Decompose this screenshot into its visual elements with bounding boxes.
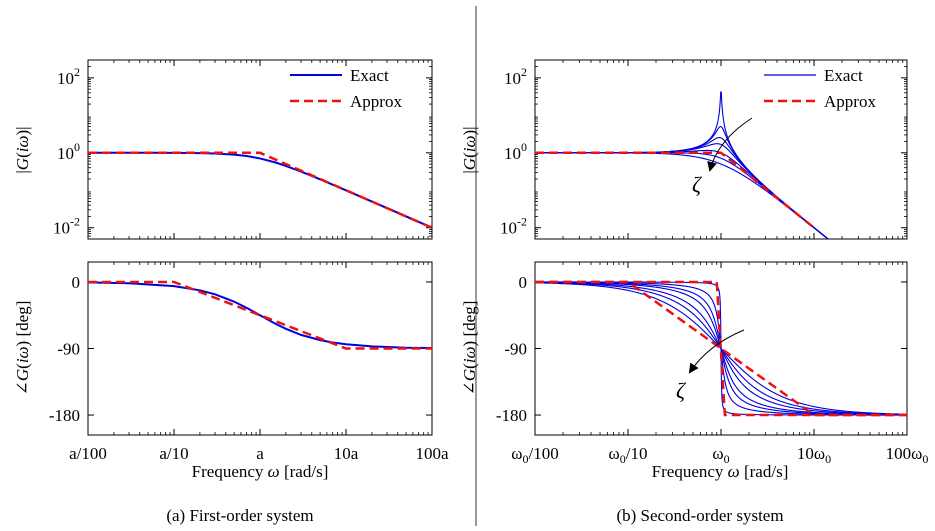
legend-label-approx: Approx <box>350 92 402 111</box>
series-exact-zeta <box>535 91 829 239</box>
panel-first-order: 10-2 100 102 |G(iω)| Exact Approx 0 -90 -180… <box>13 59 449 525</box>
y-tick-label: 100 <box>504 140 527 163</box>
plot-frame <box>87 261 433 436</box>
y-tick-label: -180 <box>49 406 80 425</box>
legend-label-approx: Approx <box>824 92 876 111</box>
x-tick-label: 100ω0 <box>886 444 929 466</box>
x-tick-label: 100a <box>415 444 449 463</box>
axis-ticks <box>534 262 908 435</box>
x-tick-label: 10ω0 <box>797 444 831 466</box>
x-axis-label: Frequency ω [rad/s] <box>652 462 789 481</box>
y-tick-label: 102 <box>504 65 527 88</box>
x-tick-labels: a/100 a/10 a 10a 100a <box>69 444 449 463</box>
legend: Exact Approx <box>290 66 402 111</box>
series-group <box>87 151 433 229</box>
plot-frame <box>534 59 908 240</box>
y-axis-label: ∠G(iω) [deg] <box>13 301 32 396</box>
series-group <box>534 280 908 417</box>
axis-ticks <box>534 60 908 239</box>
series-exact <box>87 281 433 350</box>
y-axis-label: |G(iω)| <box>13 126 32 173</box>
series-exact-zeta <box>535 149 829 239</box>
x-tick-label: ω0/100 <box>511 444 558 466</box>
caption: (b) Second-order system <box>616 506 783 525</box>
series-exact-zeta <box>534 282 908 415</box>
x-tick-label: a/10 <box>159 444 188 463</box>
x-tick-label: ω0 <box>712 444 729 466</box>
first-order-phase-plot: 0 -90 -180 ∠G(iω) [deg] a/100 a/10 a 10a 100a <box>13 261 449 463</box>
series-exact-zeta <box>535 152 829 239</box>
caption: (a) First-order system <box>166 506 313 525</box>
y-tick-labels: 0 -90 -180 <box>496 273 527 425</box>
legend-label-exact: Exact <box>350 66 389 85</box>
plot-frame <box>87 59 433 240</box>
legend-label-exact: Exact <box>824 66 863 85</box>
legend: Exact Approx <box>764 66 876 111</box>
y-tick-label: 10-2 <box>53 215 80 238</box>
series-exact-zeta <box>535 143 829 239</box>
series-exact-zeta <box>535 137 829 239</box>
y-tick-label: -180 <box>496 406 527 425</box>
series-approx <box>88 151 433 229</box>
series-group <box>535 91 829 239</box>
y-tick-labels: 10-2 100 102 <box>53 65 80 238</box>
zeta-label: ζ <box>692 172 703 197</box>
panel-second-order: 10-2 100 102 |G(iω)| Exact Approx ζ 0 -90 -1… <box>460 59 928 525</box>
series-approx <box>535 280 907 417</box>
y-tick-label: 0 <box>519 273 528 292</box>
zeta-label: ζ <box>676 378 687 403</box>
y-tick-labels: 0 -90 -180 <box>49 273 80 425</box>
series-exact-zeta <box>535 152 829 239</box>
x-tick-label: 10a <box>334 444 359 463</box>
y-axis-label: ∠G(iω) [deg] <box>460 301 479 396</box>
axis-ticks <box>87 262 433 435</box>
y-tick-labels: 10-2 100 102 <box>500 65 527 238</box>
second-order-phase-plot: 0 -90 -180 ∠G(iω) [deg] ω0/100 ω0/10 ω0 10ω0 1… <box>460 261 928 466</box>
second-order-magnitude-plot: 10-2 100 102 |G(iω)| Exact Approx ζ <box>460 59 908 240</box>
y-axis-label: |G(iω)| <box>460 126 479 173</box>
y-tick-label: -90 <box>57 340 80 359</box>
zeta-arrow <box>707 117 753 172</box>
series-exact <box>87 151 433 229</box>
x-tick-label: ω0/10 <box>609 444 648 466</box>
first-order-magnitude-plot: 10-2 100 102 |G(iω)| Exact Approx <box>13 59 433 240</box>
y-tick-label: -90 <box>504 340 527 359</box>
axis-ticks <box>87 60 433 239</box>
series-approx <box>535 151 815 229</box>
y-tick-label: 100 <box>57 140 80 163</box>
x-tick-label: a <box>256 444 264 463</box>
series-group <box>87 280 433 350</box>
series-approx <box>88 280 432 350</box>
x-tick-labels: ω0/100 ω0/10 ω0 10ω0 100ω0 <box>511 444 928 466</box>
y-tick-label: 102 <box>57 65 80 88</box>
zeta-arrow <box>688 329 745 374</box>
x-axis-label: Frequency ω [rad/s] <box>192 462 329 481</box>
y-tick-label: 0 <box>72 273 81 292</box>
y-tick-label: 10-2 <box>500 215 527 238</box>
x-tick-label: a/100 <box>69 444 107 463</box>
